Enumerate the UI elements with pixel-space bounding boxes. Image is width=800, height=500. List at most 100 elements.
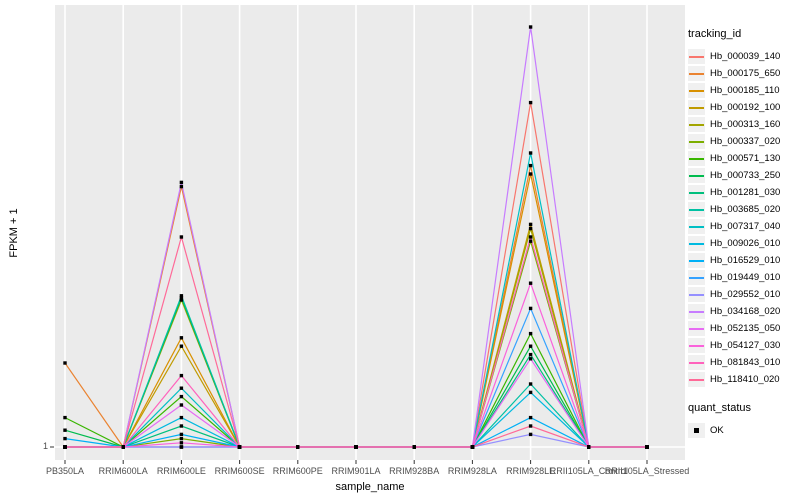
legend-color-line-icon <box>689 225 704 228</box>
data-point <box>179 180 184 185</box>
data-point <box>63 445 67 449</box>
legend-key-icon <box>688 270 705 285</box>
legend-color-line-icon <box>689 191 704 194</box>
data-point <box>528 281 533 285</box>
legend-item-Hb_034168_020: Hb_034168_020 <box>688 303 798 320</box>
legend-key-icon <box>688 253 705 268</box>
legend-color-line-icon <box>689 208 704 211</box>
data-point <box>179 394 184 399</box>
legend-key-icon <box>688 66 705 81</box>
legend-key-icon <box>688 355 705 370</box>
data-point <box>528 331 533 336</box>
legend-item-label: Hb_007317_040 <box>710 221 781 232</box>
legend-color-line-icon <box>689 55 704 58</box>
legend-item-Hb_000192_100: Hb_000192_100 <box>688 99 798 116</box>
data-point <box>528 235 533 239</box>
legend-item-label: Hb_054127_030 <box>710 340 781 351</box>
legend-key-icon <box>688 134 705 149</box>
legend-item-label: OK <box>710 425 724 436</box>
x-tick-label-RRIM928LA: RRIM928LA <box>447 466 497 476</box>
legend-item-label: Hb_029552_010 <box>710 289 781 300</box>
data-point <box>179 386 184 390</box>
data-point <box>179 445 184 449</box>
legend-item-label: Hb_009026_010 <box>710 238 781 249</box>
data-point <box>645 445 649 449</box>
data-point <box>179 403 184 407</box>
data-point <box>63 436 67 441</box>
legend-color-line-icon <box>689 344 704 347</box>
legend-color-line-icon <box>689 89 704 92</box>
data-point <box>528 172 533 176</box>
legend-color-line-icon <box>689 174 704 177</box>
legend-color-line-icon <box>689 327 704 330</box>
y-axis-title: FPKM + 1 <box>8 208 20 258</box>
legend-key-icon <box>688 49 705 64</box>
legend-key-icon <box>688 185 705 200</box>
legend-color-line-icon <box>689 157 704 160</box>
legend-items: Hb_000039_140 Hb_000175_650 Hb_000185_110 H… <box>688 48 798 388</box>
data-point <box>179 424 184 428</box>
data-point <box>237 445 242 449</box>
x-tick-label-PB350LA: PB350LA <box>45 466 85 476</box>
data-point <box>528 239 533 243</box>
data-point <box>528 415 533 420</box>
y-tick-label: 1 <box>42 441 48 451</box>
legend-item-label: Hb_000175_650 <box>710 68 781 79</box>
data-point <box>470 445 475 449</box>
data-point <box>528 306 533 311</box>
legend-item-Hb_000571_130: Hb_000571_130 <box>688 150 798 167</box>
legend-item-label: Hb_000192_100 <box>710 102 781 113</box>
data-point <box>179 436 184 441</box>
legend-key-icon <box>688 202 705 217</box>
legend-color-line-icon <box>689 293 704 296</box>
legend-color-line-icon <box>689 276 704 279</box>
legend-key-icon <box>688 236 705 251</box>
legend-item-Hb_019449_010: Hb_019449_010 <box>688 269 798 286</box>
x-tick-label-RRII105LA_Control: RRII105LA_Control <box>549 466 628 476</box>
legend-key-icon <box>688 117 705 132</box>
data-point <box>528 25 533 29</box>
legend-key-icon <box>688 304 705 319</box>
data-point <box>179 344 184 348</box>
legend-item-Hb_016529_010: Hb_016529_010 <box>688 252 798 269</box>
legend-item-Hb_007317_040: Hb_007317_040 <box>688 218 798 235</box>
legend-item-Hb_118410_020: Hb_118410_020 <box>688 371 798 388</box>
legend-item-Hb_081843_010: Hb_081843_010 <box>688 354 798 371</box>
legend-item-label: Hb_081843_010 <box>710 357 781 368</box>
data-point <box>179 336 184 340</box>
x-tick-label-RRIM600LE: RRIM600LE <box>156 466 206 476</box>
legend-key-icon <box>688 151 705 166</box>
data-point <box>528 357 533 361</box>
data-point <box>179 184 184 189</box>
data-point <box>528 382 533 386</box>
legend-item-label: Hb_052135_050 <box>710 323 781 334</box>
legend-key-icon <box>688 338 705 353</box>
data-point <box>179 294 184 298</box>
ok-point-marker-icon <box>694 428 699 433</box>
data-point <box>296 445 300 449</box>
data-point <box>528 344 533 348</box>
data-point <box>528 352 533 357</box>
legend-title-quant-status: quant_status <box>688 402 751 414</box>
legend-key-icon <box>688 321 705 336</box>
legend-key-icon <box>688 168 705 183</box>
data-point <box>63 361 67 365</box>
data-point <box>528 390 533 395</box>
legend-item-Hb_000337_020: Hb_000337_020 <box>688 133 798 150</box>
legend-key-icon <box>688 372 705 387</box>
legend-key-icon <box>688 287 705 302</box>
data-point <box>528 163 533 168</box>
data-point <box>179 296 184 300</box>
legend-item-Hb_029552_010: Hb_029552_010 <box>688 286 798 303</box>
data-point <box>412 445 416 449</box>
data-point <box>587 445 591 449</box>
legend-item-label: Hb_003685_020 <box>710 204 781 215</box>
legend-quant-status: quant_status OK <box>688 402 798 439</box>
data-point <box>179 235 184 239</box>
data-point <box>528 100 533 105</box>
data-point <box>528 226 533 231</box>
data-point <box>528 222 533 227</box>
data-point <box>63 415 67 420</box>
legend-item-Hb_000733_250: Hb_000733_250 <box>688 167 798 184</box>
